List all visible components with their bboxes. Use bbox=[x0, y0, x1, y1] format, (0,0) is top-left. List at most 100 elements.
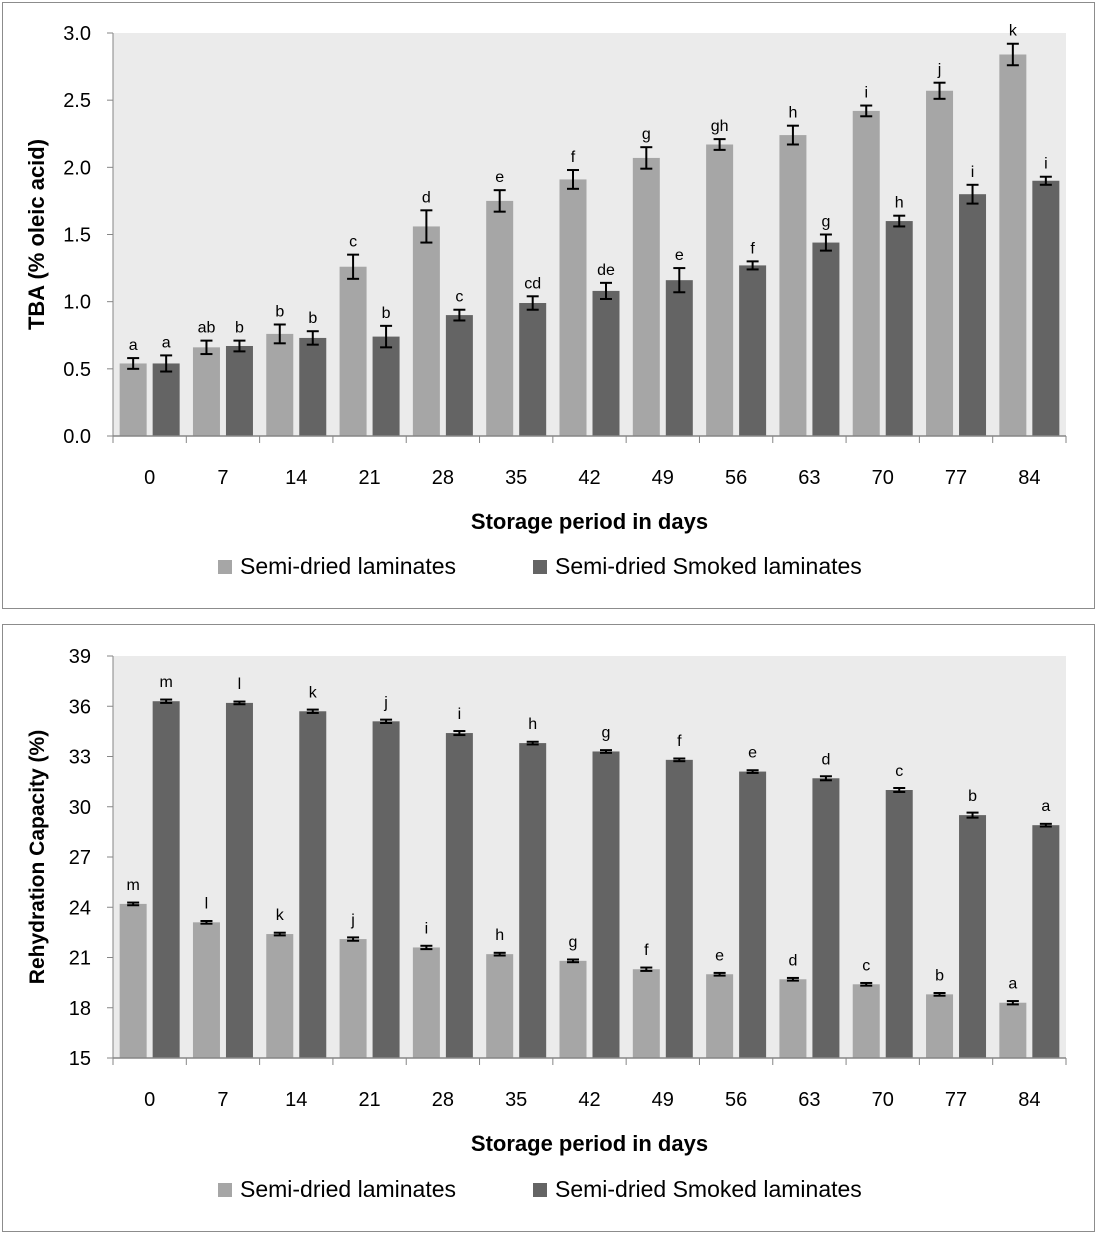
tba-bar-smoked-day-77 bbox=[959, 194, 987, 436]
rehydration-bar-smoked-day-0 bbox=[152, 701, 180, 1058]
tba-x-tick-label: 35 bbox=[505, 467, 527, 489]
tba-legend-swatch-semi-dried bbox=[218, 560, 232, 574]
rehydration-bar-smoked-day-42 bbox=[592, 751, 620, 1058]
rehydration-significance-label-smoked-day-84: a bbox=[1041, 798, 1050, 815]
rehydration-x-tick-label: 49 bbox=[652, 1089, 674, 1111]
tba-x-tick-label: 42 bbox=[578, 467, 600, 489]
tba-y-tick-label: 3.0 bbox=[63, 23, 91, 45]
tba-significance-label-semi-dried-day-21: c bbox=[349, 234, 357, 251]
rehydration-y-tick-label: 39 bbox=[69, 646, 91, 668]
rehydration-bar-semi-dried-day-14 bbox=[266, 934, 294, 1058]
rehydration-y-tick-label: 30 bbox=[69, 797, 91, 819]
rehydration-significance-label-smoked-day-56: e bbox=[748, 745, 757, 762]
rehydration-y-tick-label: 15 bbox=[69, 1048, 91, 1070]
tba-significance-label-smoked-day-14: b bbox=[308, 310, 317, 327]
rehydration-bar-smoked-day-21 bbox=[372, 721, 400, 1058]
tba-bar-semi-dried-day-49 bbox=[632, 157, 660, 436]
rehydration-x-tick-label: 56 bbox=[725, 1089, 747, 1111]
rehydration-significance-label-smoked-day-28: i bbox=[458, 706, 462, 723]
tba-significance-label-semi-dried-day-77: j bbox=[937, 62, 942, 79]
rehydration-bar-semi-dried-day-70 bbox=[852, 984, 880, 1058]
tba-significance-label-smoked-day-63: g bbox=[821, 214, 830, 231]
rehydration-x-tick-label: 77 bbox=[945, 1089, 967, 1111]
tba-significance-label-smoked-day-49: e bbox=[675, 247, 684, 264]
tba-bar-semi-dried-day-42 bbox=[559, 179, 587, 436]
rehydration-plot-area bbox=[113, 656, 1066, 1058]
rehydration-bar-smoked-day-28 bbox=[445, 733, 473, 1058]
tba-chart-panel: a a ab b b b c b d c e cd f de g e gh f h g i h j i k i 0 7 14 21 28 3… bbox=[2, 2, 1095, 609]
rehydration-legend-label-smoked: Semi-dried Smoked laminates bbox=[555, 1176, 862, 1202]
tba-legend: Semi-dried laminates Semi-dried Smoked l… bbox=[218, 553, 862, 579]
tba-significance-label-semi-dried-day-63: h bbox=[788, 105, 797, 122]
rehydration-significance-label-smoked-day-7: l bbox=[238, 676, 242, 693]
rehydration-significance-label-smoked-day-21: j bbox=[383, 694, 388, 711]
rehydration-significance-label-semi-dried-day-63: d bbox=[788, 952, 797, 969]
tba-x-tick-label: 7 bbox=[217, 467, 228, 489]
tba-x-tick-label: 77 bbox=[945, 467, 967, 489]
rehydration-significance-label-smoked-day-63: d bbox=[821, 751, 830, 768]
rehydration-bar-semi-dried-day-35 bbox=[486, 954, 514, 1058]
tba-x-tick-label: 84 bbox=[1018, 467, 1040, 489]
tba-bar-smoked-day-21 bbox=[372, 336, 400, 436]
rehydration-bar-smoked-day-49 bbox=[665, 759, 693, 1058]
tba-significance-label-semi-dried-day-28: d bbox=[422, 189, 431, 206]
tba-x-tick-label: 70 bbox=[872, 467, 894, 489]
rehydration-bar-semi-dried-day-56 bbox=[706, 974, 734, 1058]
rehydration-x-tick-label: 84 bbox=[1018, 1089, 1040, 1111]
tba-significance-label-smoked-day-7: b bbox=[235, 320, 244, 337]
tba-bar-semi-dried-day-70 bbox=[852, 110, 880, 436]
tba-plot-area bbox=[113, 33, 1066, 436]
tba-y-tick-label: 0.0 bbox=[63, 426, 91, 448]
tba-significance-label-semi-dried-day-84: k bbox=[1009, 23, 1018, 40]
rehydration-x-tick-label: 70 bbox=[872, 1089, 894, 1111]
rehydration-x-tick-label: 0 bbox=[144, 1089, 155, 1111]
tba-bar-smoked-day-35 bbox=[519, 303, 547, 436]
rehydration-significance-label-smoked-day-14: k bbox=[309, 684, 318, 701]
tba-significance-label-smoked-day-56: f bbox=[750, 240, 755, 257]
tba-y-axis-title: TBA (% oleic acid) bbox=[24, 139, 49, 330]
tba-bar-smoked-day-14 bbox=[299, 337, 327, 436]
rehydration-bar-smoked-day-77 bbox=[959, 815, 987, 1058]
tba-bar-smoked-day-0 bbox=[152, 363, 180, 436]
tba-significance-label-smoked-day-35: cd bbox=[524, 275, 541, 292]
rehydration-bar-smoked-day-56 bbox=[739, 771, 767, 1058]
tba-significance-label-semi-dried-day-35: e bbox=[495, 169, 504, 186]
rehydration-bar-semi-dried-day-49 bbox=[632, 969, 660, 1058]
tba-significance-label-smoked-day-28: c bbox=[455, 289, 463, 306]
rehydration-bar-semi-dried-day-63 bbox=[779, 979, 807, 1058]
rehydration-significance-label-semi-dried-day-14: k bbox=[276, 907, 285, 924]
rehydration-significance-label-semi-dried-day-42: g bbox=[569, 934, 578, 951]
tba-significance-label-semi-dried-day-42: f bbox=[571, 149, 576, 166]
rehydration-y-tick-label: 33 bbox=[69, 747, 91, 769]
rehydration-y-tick-label: 24 bbox=[69, 897, 91, 919]
rehydration-significance-label-smoked-day-35: h bbox=[528, 716, 537, 733]
rehydration-y-tick-label: 21 bbox=[69, 948, 91, 970]
rehydration-bar-smoked-day-7 bbox=[225, 702, 253, 1058]
tba-bar-semi-dried-day-84 bbox=[999, 54, 1027, 436]
tba-legend-swatch-smoked bbox=[533, 560, 547, 574]
tba-significance-label-smoked-day-84: i bbox=[1044, 156, 1048, 173]
tba-significance-label-semi-dried-day-7: ab bbox=[198, 320, 216, 337]
tba-bar-semi-dried-day-14 bbox=[266, 333, 294, 436]
rehydration-bar-semi-dried-day-77 bbox=[926, 994, 954, 1058]
rehydration-bar-semi-dried-day-28 bbox=[412, 947, 440, 1058]
tba-x-tick-label: 0 bbox=[144, 467, 155, 489]
tba-legend-label-smoked: Semi-dried Smoked laminates bbox=[555, 553, 862, 579]
tba-x-axis-title: Storage period in days bbox=[471, 509, 708, 534]
rehydration-significance-label-semi-dried-day-21: j bbox=[350, 912, 355, 929]
rehydration-significance-label-semi-dried-day-49: f bbox=[644, 942, 649, 959]
rehydration-bar-semi-dried-day-84 bbox=[999, 1002, 1027, 1058]
rehydration-x-tick-label: 14 bbox=[285, 1089, 307, 1111]
rehydration-significance-label-smoked-day-70: c bbox=[895, 763, 903, 780]
tba-y-tick-label: 1.0 bbox=[63, 292, 91, 314]
rehydration-x-tick-label: 7 bbox=[217, 1089, 228, 1111]
rehydration-significance-label-smoked-day-42: g bbox=[602, 724, 611, 741]
tba-bar-semi-dried-day-56 bbox=[706, 144, 734, 436]
rehydration-chart-panel: m m l l k k j j i i h h g g f f e e d d c c b b a a 0 7 14 21 28 35 42 4… bbox=[2, 624, 1095, 1232]
tba-bar-smoked-day-63 bbox=[812, 242, 840, 436]
rehydration-bar-semi-dried-day-21 bbox=[339, 939, 367, 1058]
tba-bar-semi-dried-day-77 bbox=[926, 90, 954, 436]
rehydration-legend-swatch-semi-dried bbox=[218, 1183, 232, 1197]
rehydration-significance-label-semi-dried-day-70: c bbox=[862, 957, 870, 974]
rehydration-y-tick-label: 36 bbox=[69, 696, 91, 718]
